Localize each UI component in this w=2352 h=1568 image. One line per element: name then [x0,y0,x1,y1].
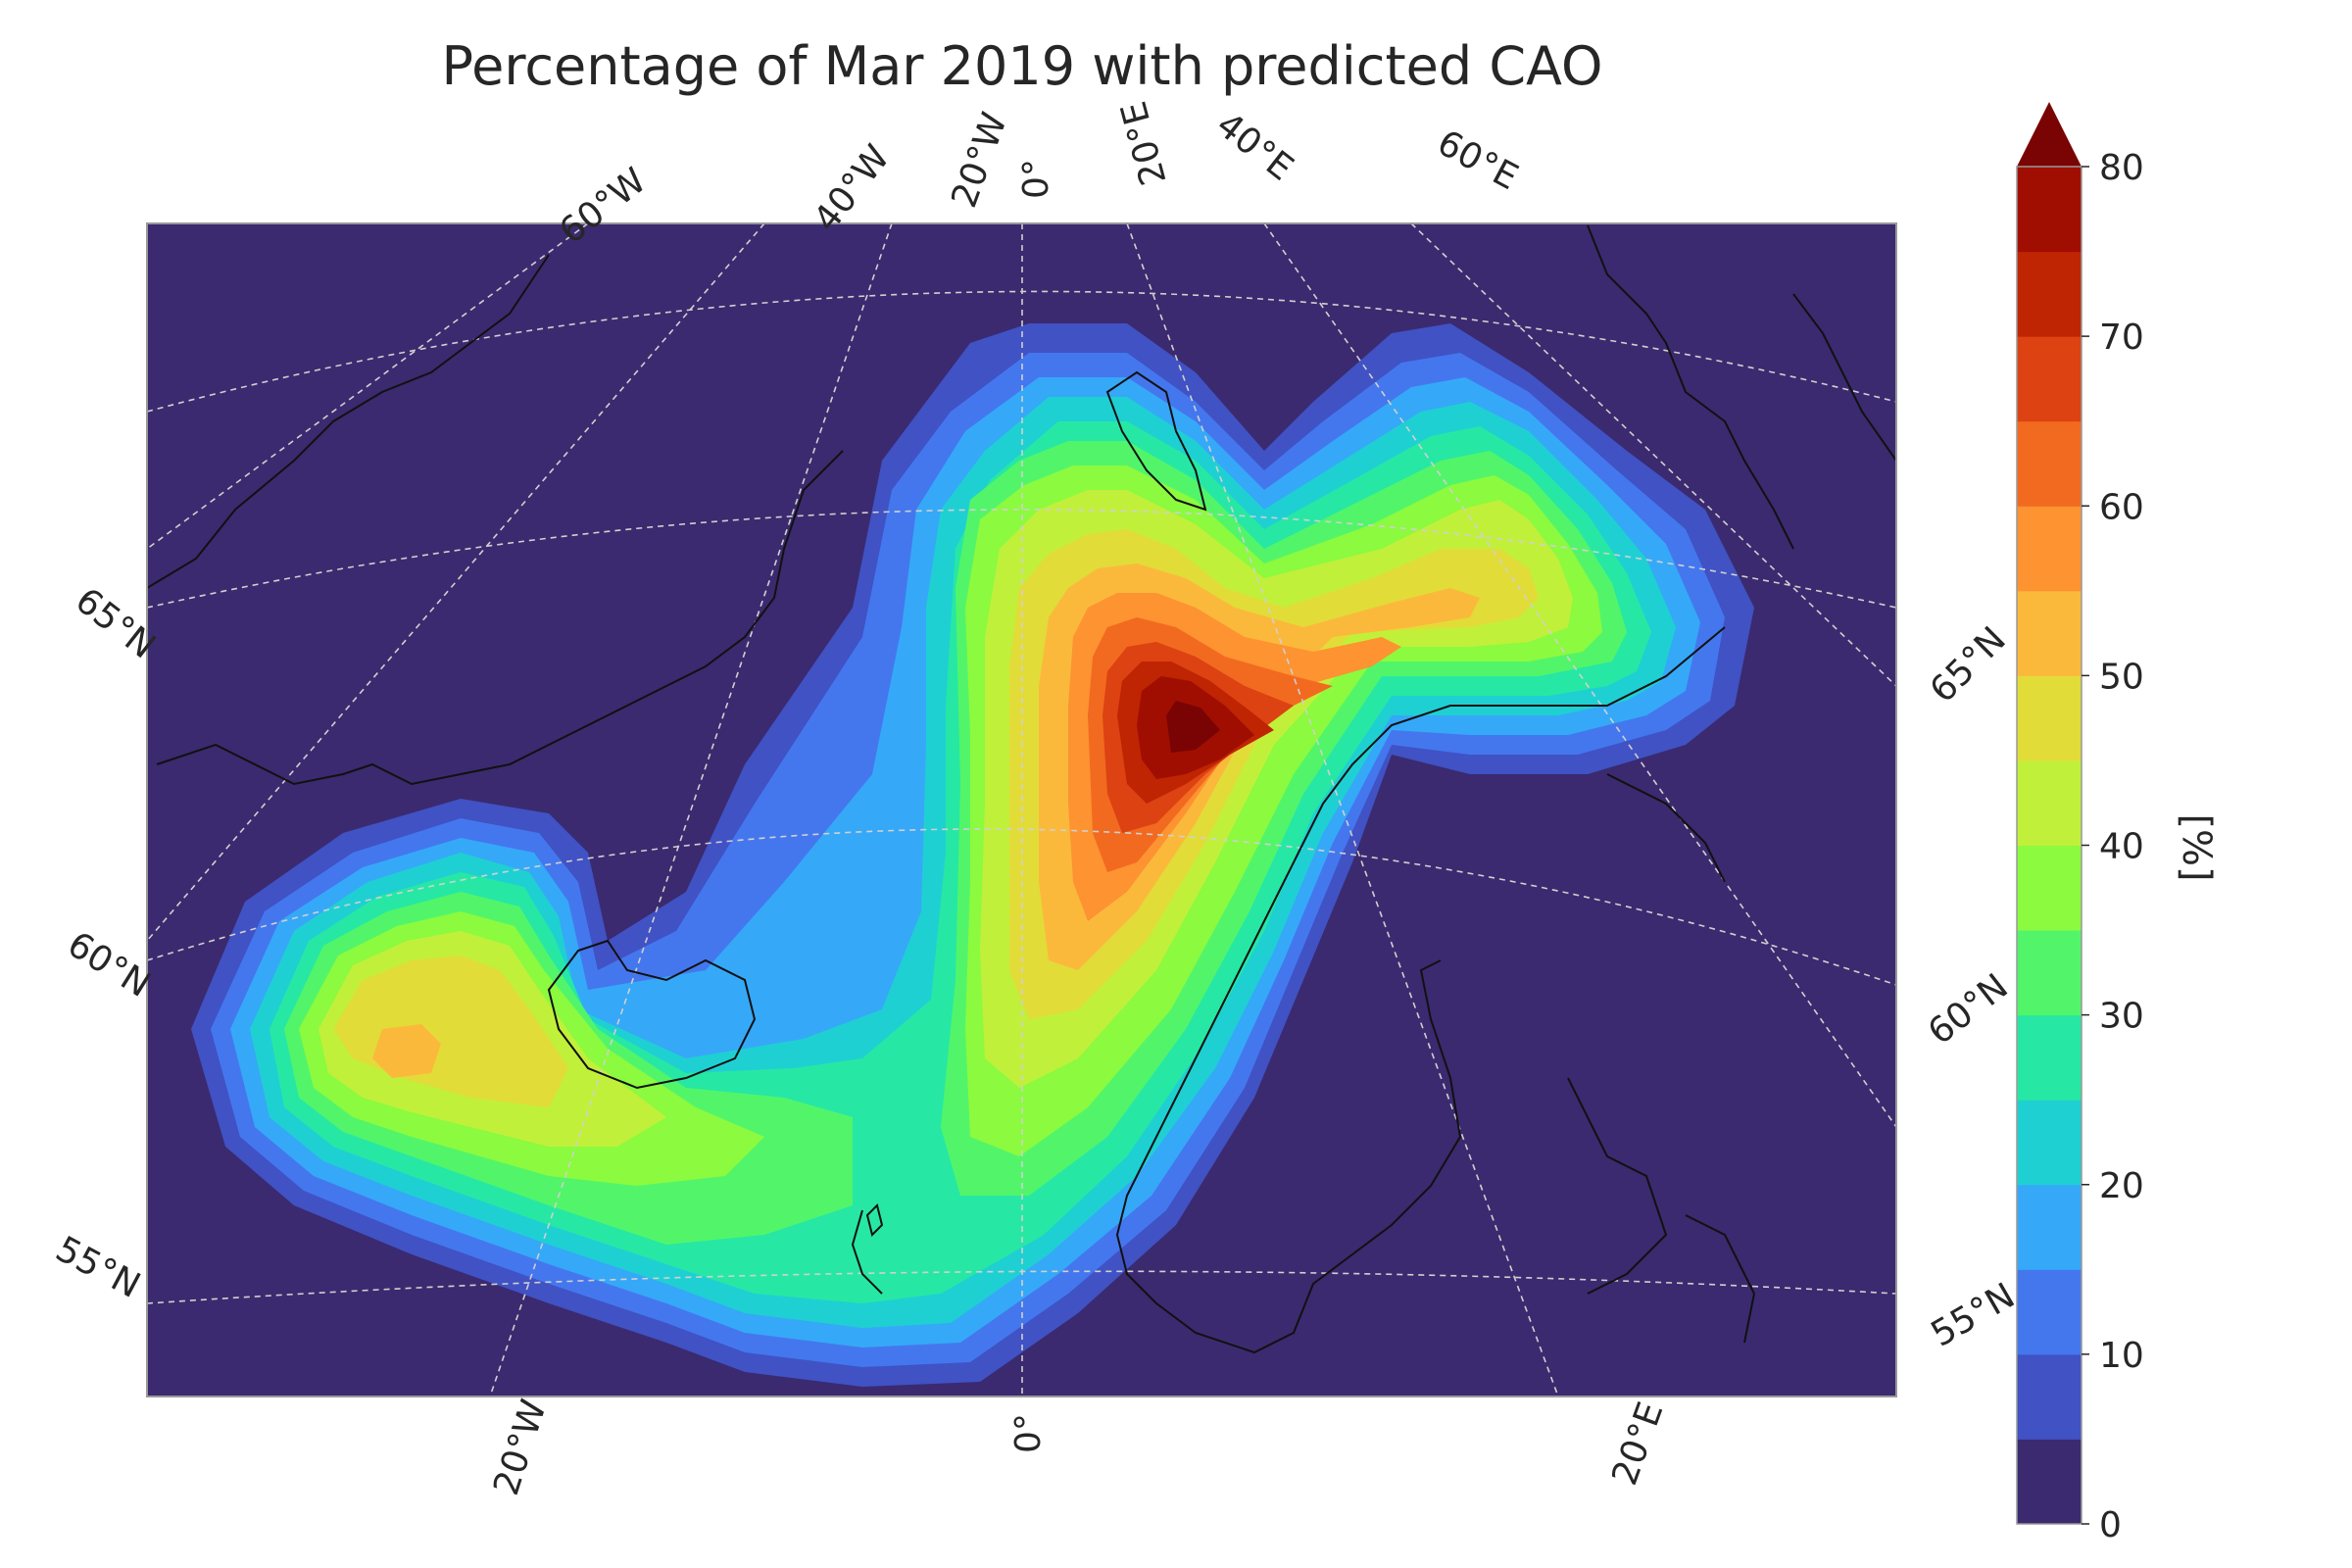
colorbar-band [2017,506,2082,591]
lat-label-right-55n: 55°N [1925,1276,2022,1355]
lat-label-right-65n: 65°N [1923,619,2014,710]
lat-label-left-60n: 60°N [61,924,158,1005]
colorbar-extend-arrow [2017,102,2082,167]
lon-label-bottom-20w: 20°W [486,1395,555,1499]
colorbar-band [2017,1015,2082,1101]
lon-label-top-20e: 20°E [1114,97,1175,189]
colorbar-band [2017,421,2082,507]
colorbar-tick-label: 70 [2099,318,2144,358]
right-latitude-labels: 65°N 60°N 55°N [1921,619,2022,1355]
colorbar-band [2017,336,2082,421]
figure-title: Percentage of Mar 2019 with predicted CA… [441,35,1602,97]
lat-label-left-55n: 55°N [49,1229,146,1306]
colorbar-band [2017,1439,2082,1524]
lat-label-right-60n: 60°N [1921,966,2016,1053]
lon-label-top-60e: 60°E [1431,122,1525,198]
colorbar-band [2017,591,2082,676]
colorbar-tick-label: 80 [2099,148,2144,188]
colorbar-band [2017,1354,2082,1440]
left-latitude-labels: 65°N 60°N 55°N [49,580,163,1306]
colorbar-band [2017,167,2082,252]
colorbar-band [2017,1185,2082,1270]
lon-label-bottom-0: 0° [1008,1413,1049,1453]
colorbar-band [2017,675,2082,760]
map-panel [147,223,1896,1396]
colorbar-tick-label: 30 [2099,997,2144,1037]
colorbar-tick-label: 0 [2099,1505,2122,1545]
colorbar-ticks: 0 10 20 30 40 50 60 70 80 [2082,148,2144,1545]
colorbar-tick-label: 10 [2099,1336,2144,1376]
colorbar-band [2017,1269,2082,1354]
bottom-longitude-labels: 20°W 0° 20°E [486,1395,1671,1499]
colorbar-band [2017,1100,2082,1185]
colorbar-band [2017,846,2082,931]
colorbar-band [2017,760,2082,846]
colorbar-bands [2017,167,2082,1525]
colorbar-tick-label: 20 [2099,1166,2144,1206]
lon-label-bottom-20e: 20°E [1604,1396,1671,1490]
colorbar-tick-label: 50 [2099,657,2144,697]
lon-label-top-20w: 20°W [944,108,1015,213]
colorbar-band [2017,252,2082,337]
colorbar: 0 10 20 30 40 50 60 70 80 [%] [2017,102,2219,1545]
lon-label-top-40e: 40°E [1209,105,1300,189]
colorbar-tick-label: 40 [2099,827,2144,867]
colorbar-band [2017,930,2082,1015]
lon-label-top-0: 0° [1016,159,1056,199]
colorbar-tick-label: 60 [2099,487,2144,527]
colorbar-label: [%] [2174,813,2219,881]
